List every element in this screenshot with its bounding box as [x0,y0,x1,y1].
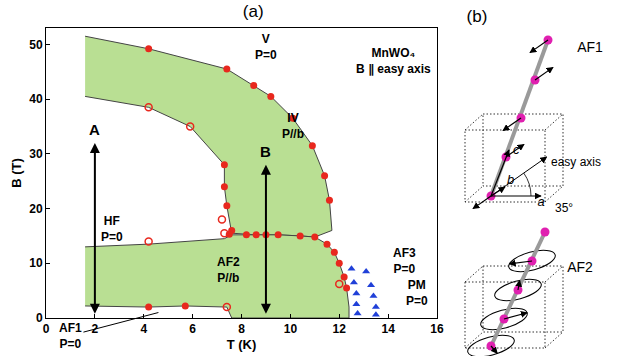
svg-text:AF1P=0: AF1P=0 [59,321,82,351]
svg-text:2: 2 [92,322,99,336]
svg-text:(a): (a) [243,2,264,21]
svg-text:VP=0: VP=0 [255,32,277,62]
svg-text:0: 0 [36,311,43,325]
svg-text:AF3P=0: AF3P=0 [393,246,416,276]
svg-text:6: 6 [189,322,196,336]
svg-text:20: 20 [29,202,43,216]
svg-text:c: c [513,142,520,157]
svg-text:T (K): T (K) [227,337,257,352]
svg-text:A: A [89,121,100,138]
svg-text:10: 10 [284,322,298,336]
svg-text:B (T): B (T) [9,158,24,188]
svg-text:PMP=0: PMP=0 [406,278,428,308]
svg-text:AF2P//b: AF2P//b [217,255,240,285]
svg-text:MnWO₄B ∥ easy axis: MnWO₄B ∥ easy axis [356,46,431,76]
svg-text:(b): (b) [467,7,488,26]
svg-text:b: b [507,172,514,187]
svg-text:12: 12 [333,322,347,336]
svg-text:4: 4 [140,322,147,336]
svg-text:14: 14 [381,322,395,336]
svg-text:0: 0 [43,322,50,336]
svg-text:50: 50 [29,38,43,52]
svg-text:B: B [260,143,271,160]
svg-text:30: 30 [29,147,43,161]
svg-text:AF2: AF2 [567,259,593,275]
svg-text:AF1: AF1 [577,39,603,55]
svg-text:HFP=0: HFP=0 [101,214,123,244]
svg-text:IVP//b: IVP//b [282,111,304,141]
svg-text:8: 8 [238,322,245,336]
svg-text:40: 40 [29,92,43,106]
svg-text:35°: 35° [555,201,573,215]
svg-text:easy axis: easy axis [551,155,601,169]
svg-text:10: 10 [29,256,43,270]
svg-text:16: 16 [430,322,444,336]
svg-text:a: a [537,194,544,209]
